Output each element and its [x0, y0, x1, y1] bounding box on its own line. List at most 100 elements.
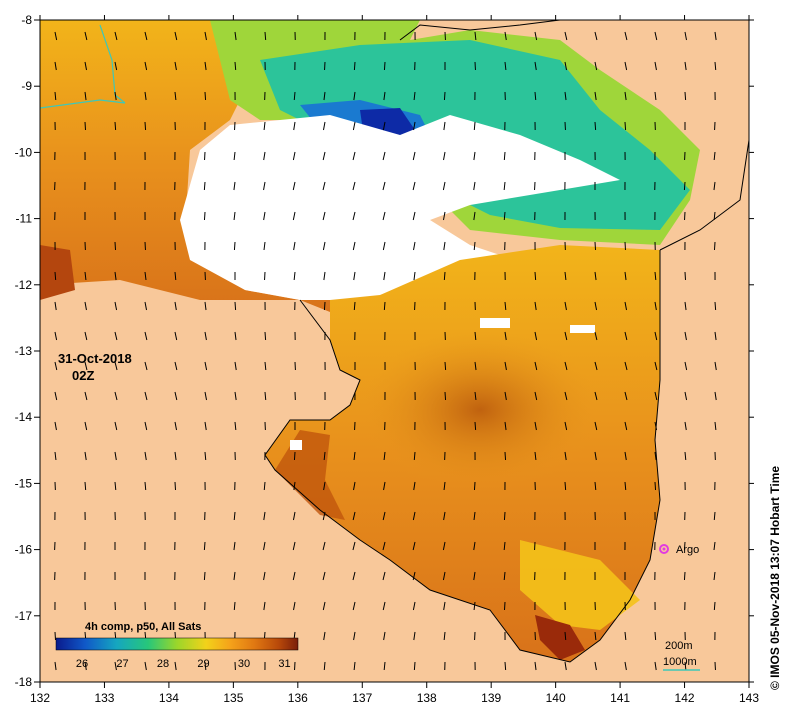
wind-arrow: [84, 361, 88, 371]
wind-arrow: [174, 301, 177, 311]
wind-arrow: [714, 421, 717, 431]
wind-arrow: [684, 31, 687, 41]
wind-arrow: [683, 571, 686, 581]
wind-arrow: [292, 541, 296, 551]
sst-west-edge: [40, 245, 75, 300]
legend-tick-label: 30: [238, 658, 250, 670]
legend-tick-label: 29: [197, 658, 209, 670]
wind-arrow: [624, 301, 628, 311]
wind-arrow: [564, 421, 568, 431]
wind-arrow: [413, 451, 416, 461]
cloud-patch: [290, 440, 302, 450]
wind-arrow: [174, 451, 177, 461]
wind-arrow: [204, 331, 207, 341]
wind-arrow: [684, 361, 688, 371]
wind-arrow: [84, 331, 88, 341]
wind-arrow: [413, 241, 416, 251]
wind-arrow: [233, 511, 236, 521]
wind-arrow: [234, 331, 237, 341]
wind-arrow: [84, 31, 88, 41]
wind-arrow: [144, 61, 148, 71]
wind-arrow: [54, 31, 58, 41]
wind-arrow: [383, 61, 386, 71]
wind-arrow: [84, 481, 87, 491]
wind-arrow: [594, 361, 598, 371]
y-tick-label: -17: [15, 609, 33, 623]
wind-arrow: [442, 571, 446, 581]
wind-arrow: [624, 421, 628, 431]
river: [40, 24, 126, 109]
wind-arrow: [144, 451, 147, 461]
argo-marker-icon[interactable]: [659, 544, 669, 554]
wind-arrow: [594, 31, 598, 41]
x-tick-label: 137: [352, 691, 372, 705]
wind-arrow: [54, 451, 57, 461]
wind-arrow: [353, 481, 356, 491]
wind-arrow: [114, 481, 117, 491]
wind-arrow: [264, 31, 267, 41]
wind-arrow: [54, 421, 57, 431]
wind-arrow: [292, 511, 296, 521]
wind-arrow: [713, 511, 716, 521]
wind-arrow: [504, 301, 507, 311]
wind-arrow: [473, 181, 476, 191]
wind-arrow: [293, 481, 296, 491]
wind-arrow: [442, 181, 446, 191]
x-tick-label: 143: [739, 691, 759, 705]
wind-arrow: [594, 481, 597, 491]
wind-arrow: [322, 541, 326, 551]
wind-arrow: [352, 121, 356, 131]
x-axis: 132 133 134 135 136 137 138 139 140 141 142 143: [30, 15, 759, 705]
wind-arrow: [473, 541, 476, 551]
wind-arrow: [624, 271, 627, 281]
wind-arrow: [654, 451, 657, 461]
wind-arrow: [594, 61, 598, 71]
wind-arrow: [534, 301, 537, 311]
x-tick-label: 135: [223, 691, 243, 705]
wind-arrow: [383, 271, 386, 281]
wind-arrow: [564, 361, 568, 371]
wind-arrow: [382, 601, 386, 611]
x-tick-label: 132: [30, 691, 50, 705]
x-tick-label: 141: [610, 691, 630, 705]
wind-arrow: [504, 421, 507, 431]
wind-arrow: [382, 181, 386, 191]
wind-arrow: [624, 661, 627, 671]
wind-arrow: [684, 331, 687, 341]
wind-arrow: [114, 271, 117, 281]
wind-arrow: [564, 271, 567, 281]
wind-arrow: [323, 451, 326, 461]
wind-arrow: [84, 451, 87, 461]
wind-arrow: [713, 601, 716, 611]
wind-arrow: [233, 211, 236, 221]
wind-arrow: [292, 181, 296, 191]
x-tick-label: 138: [417, 691, 437, 705]
wind-arrow: [263, 241, 266, 251]
wind-arrow: [594, 91, 597, 101]
wind-arrow: [382, 121, 386, 131]
y-tick-label: -13: [15, 344, 33, 358]
wind-arrow: [323, 661, 326, 671]
wind-arrow: [382, 511, 386, 521]
wind-arrow: [504, 451, 507, 461]
wind-arrow: [174, 91, 177, 101]
legend-tick-label: 26: [76, 658, 88, 670]
wind-arrow: [322, 511, 326, 521]
wind-arrow: [413, 91, 416, 101]
wind-arrow: [473, 481, 476, 491]
wind-arrow: [323, 91, 326, 101]
wind-arrow: [322, 601, 326, 611]
legend-ticks: 26 27 28 29 30 31: [76, 658, 291, 670]
x-tick-label: 142: [675, 691, 695, 705]
wind-arrow: [84, 421, 88, 431]
wind-arrow: [114, 91, 117, 101]
wind-arrow: [382, 151, 386, 161]
wind-arrow: [234, 301, 237, 311]
wind-arrow: [174, 31, 178, 41]
wind-arrow: [84, 391, 88, 401]
wind-arrow: [564, 451, 567, 461]
wind-arrow: [233, 151, 236, 161]
wind-arrow: [233, 241, 236, 251]
wind-arrow: [413, 631, 416, 641]
wind-arrow: [534, 421, 537, 431]
